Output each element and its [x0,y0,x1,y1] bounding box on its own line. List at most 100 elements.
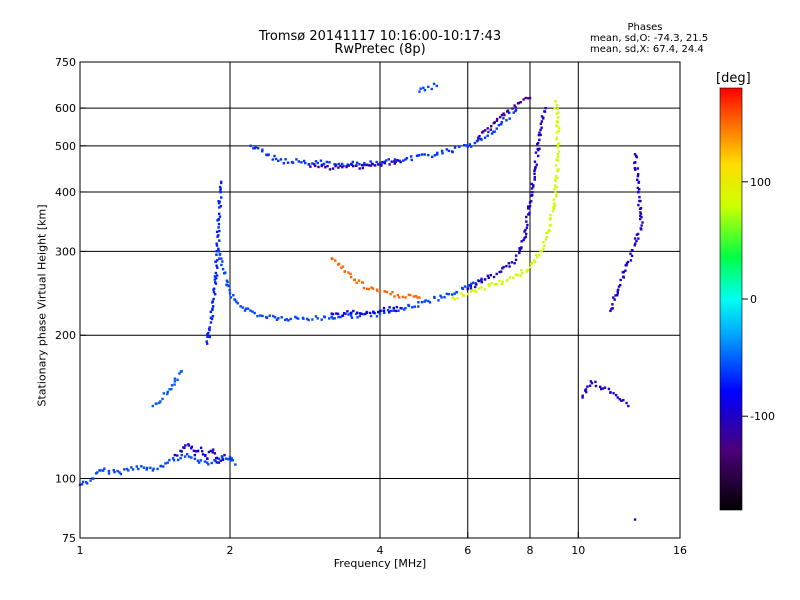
data-point [164,462,167,465]
data-point [337,162,340,166]
data-point [209,316,213,320]
data-point [113,470,116,474]
data-point [521,272,524,275]
data-point [208,326,211,329]
data-point [447,292,451,296]
data-point [490,282,493,285]
data-point [355,281,358,284]
stats-line-o: mean, sd,O: -74.3, 21.5 [590,33,709,44]
data-point [394,309,398,313]
data-point [314,315,318,318]
data-point [519,100,522,104]
data-point [557,111,560,114]
data-point [313,163,316,166]
data-point [500,120,504,124]
data-point [555,195,558,198]
data-point [514,106,517,109]
data-point [234,463,237,466]
data-point [466,292,470,296]
data-point [366,287,369,291]
data-point [358,312,362,315]
data-point [156,467,159,471]
data-point [477,287,481,290]
data-point [393,295,396,298]
data-point [210,461,213,465]
data-point [371,287,375,290]
data-point [486,274,490,278]
data-point [631,249,634,252]
data-point [528,204,532,208]
data-point [447,149,451,153]
data-point [555,124,558,127]
data-point [205,461,209,464]
data-point [383,160,387,163]
data-point [314,160,318,163]
data-point [524,235,528,239]
data-point [498,270,501,274]
data-point [639,227,642,230]
data-point [360,164,364,167]
data-point [453,298,456,301]
data-point [636,178,639,181]
data-point [213,281,217,284]
data-point [450,293,454,296]
data-point [267,153,270,156]
data-point [289,317,292,321]
data-point [617,285,621,288]
data-point [273,154,276,158]
data-point [556,143,559,146]
data-point [304,161,307,165]
data-point [609,391,612,394]
data-point [159,464,163,468]
data-point [96,471,99,474]
data-point [152,467,155,471]
data-point [430,87,433,91]
data-point [220,455,224,458]
data-point [368,311,372,315]
data-point [171,457,175,460]
data-point [611,307,614,310]
data-point [622,275,625,278]
data-point [179,449,182,453]
data-point [522,98,525,101]
data-point [636,232,640,236]
data-point [517,101,521,105]
data-point [527,207,530,210]
data-point [376,310,380,314]
data-point [463,285,467,288]
data-point [637,173,640,176]
data-point [441,152,444,155]
data-point [107,469,111,473]
data-point [350,311,353,315]
colorbar-tick-label: 100 [750,176,771,189]
data-point [218,215,222,218]
data-point [388,306,391,309]
data-point [539,133,542,137]
data-point [625,262,629,265]
data-point [214,282,218,285]
data-point [430,155,434,159]
data-point [528,265,532,269]
data-point [382,309,386,313]
data-point [557,150,561,153]
data-point [123,468,126,471]
data-point [461,287,465,291]
data-point [538,138,541,142]
data-point [286,161,290,164]
data-point [168,388,171,391]
data-point [581,396,584,399]
data-point [362,286,366,290]
data-point [436,153,439,156]
data-point [192,449,196,453]
colorbar-tick-label: 0 [750,293,757,306]
data-point [540,126,543,129]
data-point [220,196,223,199]
data-point [151,404,155,408]
data-point [555,112,558,116]
data-point [401,295,405,299]
data-point [508,111,511,115]
data-point [215,253,218,256]
data-point [103,467,106,470]
data-point [107,472,111,475]
data-point [356,316,359,319]
